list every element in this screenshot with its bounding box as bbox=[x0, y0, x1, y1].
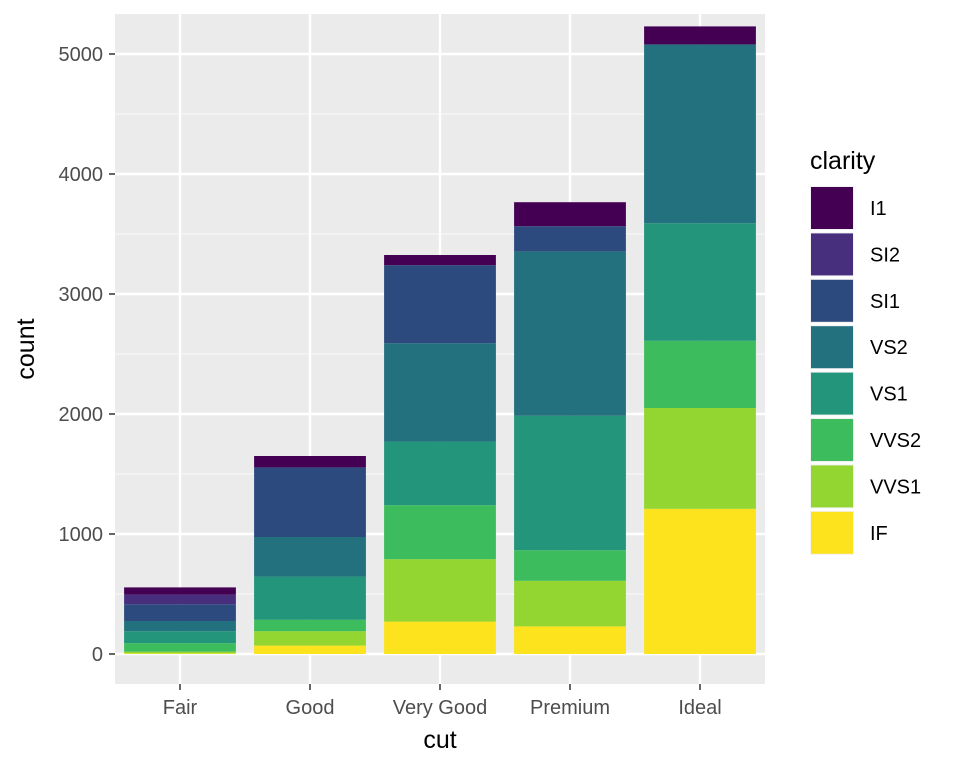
legend-label: IF bbox=[870, 523, 888, 545]
legend-label: SI2 bbox=[870, 244, 900, 266]
bar-segment bbox=[124, 604, 236, 621]
bar-segment bbox=[254, 456, 366, 468]
bar-segment bbox=[254, 645, 366, 654]
legend-key-swatch bbox=[811, 279, 853, 322]
legend-label: VVS2 bbox=[870, 430, 921, 452]
y-axis: 0 1000 2000 3000 4000 5000 bbox=[59, 44, 115, 666]
bar-segment bbox=[384, 559, 496, 622]
bar-segment bbox=[124, 631, 236, 644]
bar-segment bbox=[384, 265, 496, 344]
y-tick-label: 1000 bbox=[59, 524, 104, 546]
bar-segment bbox=[124, 594, 236, 605]
legend-label: VS1 bbox=[870, 384, 908, 406]
bar-segment bbox=[384, 621, 496, 654]
bar-segment bbox=[644, 340, 756, 408]
x-tick-label: Ideal bbox=[678, 697, 721, 719]
bar-segment bbox=[514, 251, 626, 416]
bar-segment bbox=[514, 550, 626, 581]
y-tick-label: 4000 bbox=[59, 164, 104, 186]
legend-label: SI1 bbox=[870, 291, 900, 313]
legend-title: clarity bbox=[810, 147, 876, 175]
x-tick-label: Premium bbox=[530, 697, 610, 719]
y-tick-label: 5000 bbox=[59, 44, 104, 66]
bars bbox=[124, 26, 756, 654]
bar-segment bbox=[384, 343, 496, 442]
bar-segment bbox=[124, 587, 236, 595]
legend-key-swatch bbox=[811, 233, 853, 276]
legend-label: VS2 bbox=[870, 337, 908, 359]
x-tick-label: Very Good bbox=[393, 697, 488, 719]
x-tick-label: Good bbox=[286, 697, 335, 719]
bar-segment bbox=[124, 621, 236, 632]
bar-segment bbox=[124, 653, 236, 654]
bar-segment bbox=[124, 651, 236, 654]
legend-label: I1 bbox=[870, 198, 887, 220]
bar-segment bbox=[384, 505, 496, 560]
y-tick-label: 2000 bbox=[59, 404, 104, 426]
bar-segment bbox=[644, 223, 756, 341]
legend-key-swatch bbox=[811, 372, 853, 415]
x-axis-title: cut bbox=[423, 726, 456, 754]
bar-segment bbox=[254, 576, 366, 620]
legend-key-swatch bbox=[811, 419, 853, 461]
bar-segment bbox=[644, 44, 756, 224]
x-axis: Fair Good Very Good Premium Ideal bbox=[163, 684, 722, 719]
y-tick-label: 3000 bbox=[59, 284, 104, 306]
legend-key-swatch bbox=[811, 187, 853, 229]
bar-segment bbox=[644, 508, 756, 654]
bar-segment bbox=[254, 631, 366, 646]
y-tick-label: 0 bbox=[92, 644, 103, 666]
bar-segment bbox=[254, 467, 366, 537]
legend: clarity I1 SI2 SI1 VS2 VS1 VVS2 VVS1 IF bbox=[810, 147, 921, 555]
bar-segment bbox=[514, 415, 626, 551]
legend-key-swatch bbox=[811, 511, 853, 554]
bar-segment bbox=[644, 408, 756, 509]
bar-segment bbox=[514, 202, 626, 227]
y-axis-title: count bbox=[12, 318, 40, 379]
legend-label: VVS1 bbox=[870, 476, 921, 498]
bar-segment bbox=[644, 26, 756, 45]
legend-key-swatch bbox=[811, 326, 853, 369]
legend-key-swatch bbox=[811, 465, 853, 508]
bar-segment bbox=[514, 626, 626, 654]
bar-segment bbox=[514, 226, 626, 252]
bar-segment bbox=[384, 441, 496, 506]
bar-segment bbox=[254, 619, 366, 632]
bar-segment bbox=[124, 643, 236, 652]
bar-segment bbox=[384, 255, 496, 266]
x-tick-label: Fair bbox=[163, 697, 198, 719]
bar-segment bbox=[254, 537, 366, 577]
bar-segment bbox=[514, 580, 626, 627]
